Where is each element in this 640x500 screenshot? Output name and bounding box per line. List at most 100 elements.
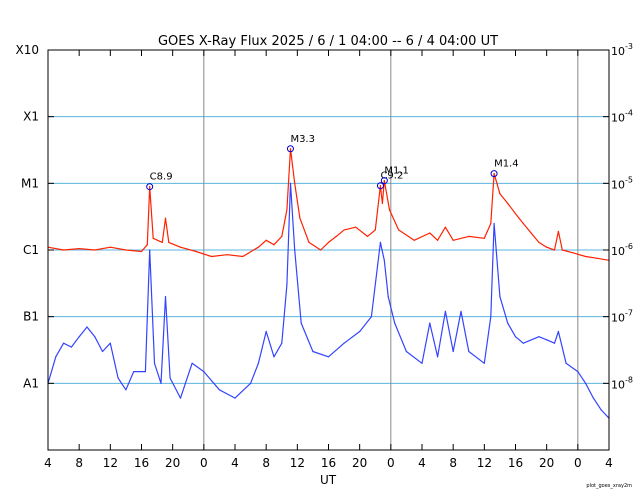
series-short-point [164, 295, 167, 298]
series-long-point [585, 255, 587, 258]
series-short-point [444, 310, 446, 312]
series-short-point [281, 342, 283, 344]
x-tick-label: 4 [418, 456, 426, 470]
series-short-point [300, 322, 302, 324]
series-short-point [109, 342, 111, 344]
series-short-point [405, 350, 408, 353]
y-right-tick-base: 10 [611, 112, 625, 125]
series-long-point [211, 255, 213, 258]
flare-label: C9.2 [380, 171, 403, 182]
x-tick-label: 16 [134, 456, 149, 470]
series-long-point [289, 148, 292, 150]
series-short-point [514, 336, 517, 338]
x-tick-label: 4 [605, 456, 613, 470]
series-short-point [153, 362, 156, 364]
series-short-point [565, 362, 567, 364]
series-long-point [335, 235, 337, 237]
series-long-point [320, 249, 322, 251]
x-tick-label: 4 [44, 456, 52, 470]
flare-label: C8.9 [150, 172, 173, 183]
series-long-point [379, 185, 382, 187]
series-short-point [585, 382, 587, 384]
series-long-point [398, 229, 400, 231]
series-layer [47, 148, 610, 419]
y-class-label: C1 [23, 243, 39, 257]
y-right-tick-label: 10-3 [611, 42, 633, 58]
flare-marker [490, 170, 498, 178]
series-long-point [429, 232, 431, 234]
series-long-point [226, 254, 228, 256]
series-long-point [327, 241, 330, 244]
series-long-point [265, 239, 267, 241]
y-right-tick-base: 10 [611, 45, 625, 58]
series-short-point [359, 330, 361, 333]
series-short-point [312, 350, 314, 353]
series-short-point [78, 336, 80, 338]
series-short-point [62, 342, 65, 344]
series-short-point [234, 397, 236, 399]
series-long-point [468, 235, 470, 237]
series-long-point [168, 241, 170, 244]
series-short-point [149, 249, 151, 251]
series-long-point [444, 226, 446, 228]
series-long-point [514, 213, 517, 215]
series-short-point [327, 356, 330, 358]
x-tick-label: 12 [290, 456, 305, 470]
x-tick-label: 20 [165, 456, 180, 470]
y-class-label: M1 [21, 176, 39, 190]
x-tick-label: 20 [352, 456, 367, 470]
flare-marker [380, 177, 388, 185]
flare-marker-layer: C8.9 M3.3 C9.2M1.1 M1.4 [146, 134, 519, 191]
series-short-point [249, 382, 252, 384]
series-long-point [343, 229, 345, 231]
flare-marker [376, 182, 384, 190]
series-short-point [218, 389, 221, 391]
y-right-tick-base: 10 [611, 378, 625, 391]
x-tick-label: 0 [387, 456, 395, 470]
series-long-point [140, 250, 143, 253]
series-short-point [294, 249, 296, 251]
series-long-point [538, 241, 540, 244]
series-long-point [553, 249, 556, 251]
x-tick-label: 16 [508, 456, 523, 470]
series-short-point [289, 182, 292, 184]
series-long-point [257, 246, 259, 248]
series-short-point [538, 336, 540, 338]
y-class-label: X10 [16, 43, 40, 57]
series-short-point [499, 295, 501, 298]
y-right-tick-exponent: -7 [625, 309, 633, 318]
y-right-tick-exponent: -5 [625, 175, 633, 184]
series-short-point [257, 362, 259, 364]
series-long-point [530, 232, 532, 234]
series-long-point [109, 246, 111, 248]
flare-label: M3.3 [290, 134, 315, 145]
series-short-point [160, 382, 162, 384]
series-long-point [273, 244, 275, 246]
series-long-point [125, 249, 127, 251]
series-short-point [507, 322, 509, 324]
series-short-point [117, 377, 119, 379]
series-short-point [387, 295, 389, 298]
y-right-tick-base: 10 [611, 245, 625, 258]
series-short-point [343, 342, 345, 344]
series-long-point [561, 249, 563, 251]
x-tick-label: 4 [231, 456, 239, 470]
series-long-point [490, 222, 492, 225]
series-long-point [179, 246, 182, 248]
series-long-point [493, 172, 495, 175]
series-short-point [421, 362, 423, 364]
series-short-point [286, 284, 288, 286]
series-long-point [507, 202, 509, 205]
series-short-point [490, 316, 492, 318]
series-long-point [355, 226, 357, 228]
series-long-point [436, 239, 439, 241]
chart-title: GOES X-Ray Flux 2025 / 6 / 1 04:00 -- 6 … [158, 34, 498, 49]
x-tick-label: 16 [321, 456, 336, 470]
series-long-point [596, 257, 598, 259]
y-right-tick-exponent: -6 [625, 242, 633, 251]
flare-label: M1.4 [494, 159, 519, 170]
series-short-point [55, 356, 57, 358]
series-long-point [281, 235, 283, 237]
series-long-point [149, 186, 151, 188]
